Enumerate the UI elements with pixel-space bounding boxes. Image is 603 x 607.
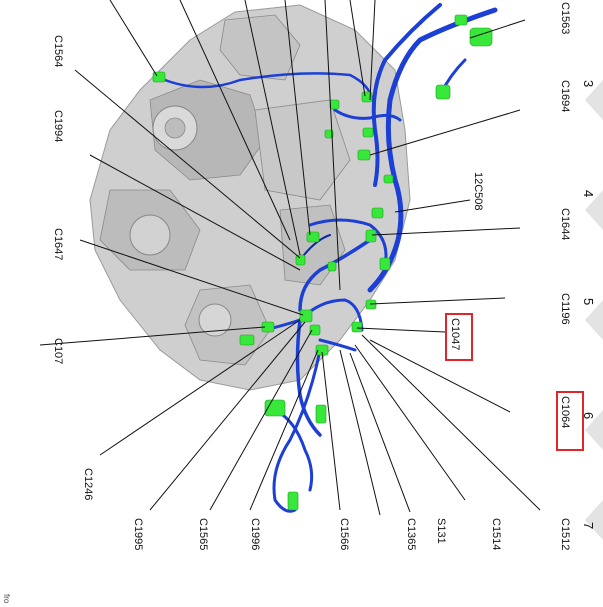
- footer-fragment: fro: [2, 594, 11, 604]
- grid-numbers: 3 4 5 6 7: [581, 80, 596, 529]
- label-c1512: C1512: [559, 518, 571, 550]
- label-c1647: C1647: [52, 228, 64, 260]
- label-s131: S131: [435, 518, 447, 544]
- label-c1996: C1996: [249, 518, 261, 550]
- label-c107: C107: [52, 338, 64, 364]
- highlight-c1047: [445, 313, 473, 361]
- label-c1365: C1365: [405, 518, 417, 550]
- connectors: [152, 14, 493, 511]
- label-c1995: C1995: [132, 518, 144, 550]
- label-c1564: C1564: [52, 35, 64, 67]
- label-c1047: C1047: [449, 318, 461, 350]
- connector-labels: C1563 C1694 C1564 C1994 12C508 C1644 C16…: [52, 2, 571, 550]
- label-c1566: C1566: [338, 518, 350, 550]
- leader-lines: [39, 0, 541, 516]
- label-c1196: C1196: [559, 293, 571, 325]
- engine-illustration: [89, 4, 411, 391]
- label-c1246: C1246: [82, 468, 94, 500]
- grid-number-6: 6: [581, 412, 596, 419]
- label-c1644: C1644: [559, 208, 571, 240]
- label-c1565: C1565: [197, 518, 209, 550]
- label-c1064: C1064: [559, 396, 571, 428]
- highlight-boxes: [445, 313, 584, 451]
- highlight-c1064: [556, 391, 584, 451]
- grid-number-5: 5: [581, 298, 596, 305]
- label-c1514: C1514: [490, 518, 502, 550]
- grid-number-7: 7: [581, 522, 596, 529]
- border-markers: [585, 80, 603, 540]
- label-c1563: C1563: [559, 2, 571, 34]
- grid-number-4: 4: [581, 190, 596, 197]
- label-12c508: 12C508: [472, 172, 484, 211]
- grid-number-3: 3: [581, 80, 596, 87]
- label-c1694: C1694: [559, 80, 571, 112]
- wiring-harness: [158, 3, 498, 513]
- label-c1994: C1994: [52, 110, 64, 142]
